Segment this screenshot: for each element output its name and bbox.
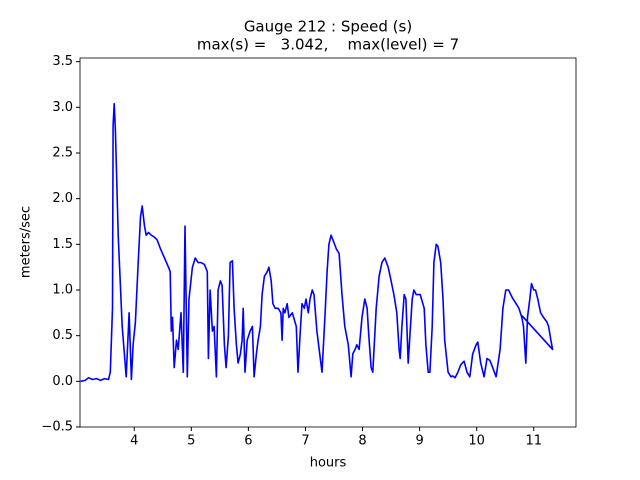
y-tick-label: 2.0 [52,191,73,206]
x-tick-label: 8 [358,434,366,449]
y-tick-label: 0.0 [52,374,73,389]
chart-subtitle: max(s) = 3.042, max(level) = 7 [197,36,459,54]
x-tick-label: 10 [468,434,485,449]
x-tick-label: 5 [187,434,195,449]
x-tick-label: 9 [415,434,423,449]
x-tick-label: 6 [244,434,252,449]
chart-title: Gauge 212 : Speed (s) [244,18,412,36]
y-tick-label: 1.5 [52,237,73,252]
y-tick-label: −0.5 [41,420,73,435]
x-axis-label: hours [310,456,347,471]
y-tick-label: 2.5 [52,145,73,160]
y-tick-label: 3.5 [52,54,73,69]
data-line [80,102,554,383]
x-tick-label: 4 [130,434,138,449]
y-tick-label: 1.0 [52,282,73,297]
x-tick-label: 11 [525,434,542,449]
y-axis-label: meters/sec [19,206,34,278]
plot-frame [79,57,577,428]
y-tick-label: 0.5 [52,328,73,343]
x-tick-label: 7 [301,434,309,449]
y-tick-label: 3.0 [52,100,73,115]
